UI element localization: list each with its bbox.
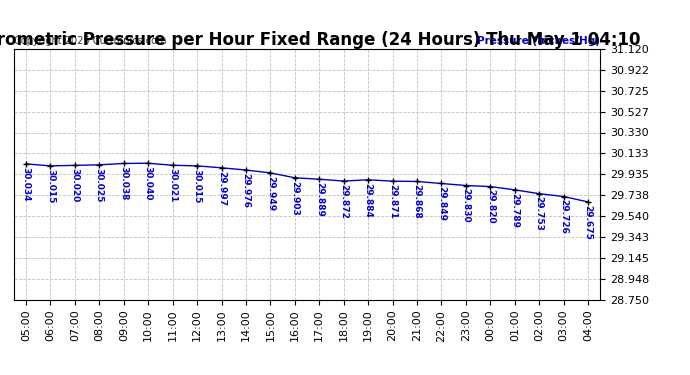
Text: 30.020: 30.020 bbox=[70, 168, 79, 202]
Text: Copyright 2025 Curtronics.com: Copyright 2025 Curtronics.com bbox=[14, 36, 166, 46]
Text: 30.015: 30.015 bbox=[193, 169, 201, 203]
Text: 29.949: 29.949 bbox=[266, 176, 275, 211]
Text: 29.675: 29.675 bbox=[584, 205, 593, 240]
Text: 29.872: 29.872 bbox=[339, 184, 348, 219]
Text: 29.889: 29.889 bbox=[315, 182, 324, 217]
Text: 29.871: 29.871 bbox=[388, 184, 397, 219]
Text: 29.830: 29.830 bbox=[462, 188, 471, 223]
Text: 29.820: 29.820 bbox=[486, 189, 495, 224]
Text: 29.976: 29.976 bbox=[241, 173, 250, 208]
Text: 30.040: 30.040 bbox=[144, 166, 152, 200]
Text: 29.849: 29.849 bbox=[437, 186, 446, 221]
Text: 29.789: 29.789 bbox=[511, 193, 520, 228]
Text: 29.753: 29.753 bbox=[535, 196, 544, 231]
Title: Barometric Pressure per Hour Fixed Range (24 Hours) Thu May 1 04:10: Barometric Pressure per Hour Fixed Range… bbox=[0, 31, 641, 49]
Text: 30.038: 30.038 bbox=[119, 166, 128, 201]
Text: 30.034: 30.034 bbox=[21, 166, 30, 201]
Text: 30.021: 30.021 bbox=[168, 168, 177, 202]
Text: 29.868: 29.868 bbox=[413, 184, 422, 219]
Text: 29.726: 29.726 bbox=[559, 199, 568, 234]
Text: 29.997: 29.997 bbox=[217, 171, 226, 206]
Text: 30.025: 30.025 bbox=[95, 168, 103, 202]
Text: Pressure (Inches/Hg): Pressure (Inches/Hg) bbox=[477, 36, 600, 46]
Text: 30.015: 30.015 bbox=[46, 169, 55, 203]
Text: 29.884: 29.884 bbox=[364, 183, 373, 218]
Text: 29.903: 29.903 bbox=[290, 180, 299, 215]
